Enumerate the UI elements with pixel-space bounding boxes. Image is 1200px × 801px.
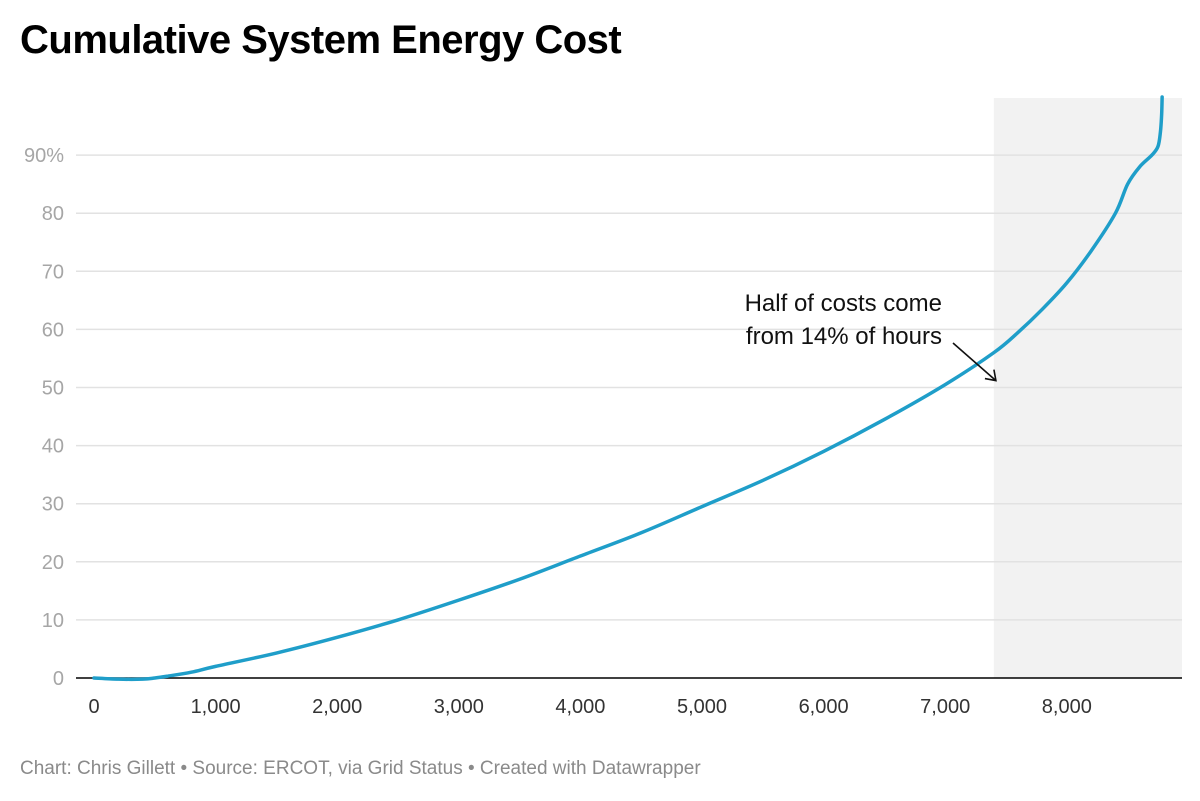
x-tick-label: 2,000	[312, 696, 362, 718]
x-tick-label: 0	[88, 696, 99, 718]
series-line	[92, 95, 1164, 682]
chart-title: Cumulative System Energy Cost	[20, 18, 622, 62]
annotation-text: Half of costs come	[745, 290, 942, 317]
line-chart: 0 10 20 30 40 50 60 70 80 90% 0 1,000 2,000 3,000 4,0…	[24, 95, 1182, 718]
x-tick-label: 8,000	[1042, 696, 1092, 718]
y-tick-label: 80	[42, 203, 64, 225]
y-tick-label: 90%	[24, 145, 64, 167]
y-tick-label: 40	[42, 436, 64, 458]
annotation-layer: Half of costs come from 14% of hours	[745, 290, 997, 382]
y-tick-label: 10	[42, 610, 64, 632]
y-tick-label: 30	[42, 494, 64, 516]
annotation-text: from 14% of hours	[746, 323, 942, 350]
x-tick-label: 6,000	[799, 696, 849, 718]
x-tick-label: 3,000	[434, 696, 484, 718]
annotation-arrowhead	[984, 369, 997, 382]
y-tick-label: 70	[42, 261, 64, 283]
annotation-arrow	[952, 342, 997, 382]
x-tick-label: 4,000	[555, 696, 605, 718]
grid-layer	[76, 154, 1182, 621]
x-tick-label: 7,000	[920, 696, 970, 718]
y-tick-label: 0	[53, 668, 64, 690]
x-tick-label: 5,000	[677, 696, 727, 718]
y-tick-label: 50	[42, 378, 64, 400]
chart-footer: Chart: Chris Gillett • Source: ERCOT, vi…	[20, 758, 701, 779]
y-axis-labels: 0 10 20 30 40 50 60 70 80 90%	[24, 145, 64, 690]
y-tick-label: 60	[42, 319, 64, 341]
y-tick-label: 20	[42, 552, 64, 574]
x-tick-label: 1,000	[191, 696, 241, 718]
series-layer	[92, 95, 1164, 682]
x-axis-labels: 0 1,000 2,000 3,000 4,000 5,000 6,000 7,000 8,00…	[88, 696, 1091, 718]
